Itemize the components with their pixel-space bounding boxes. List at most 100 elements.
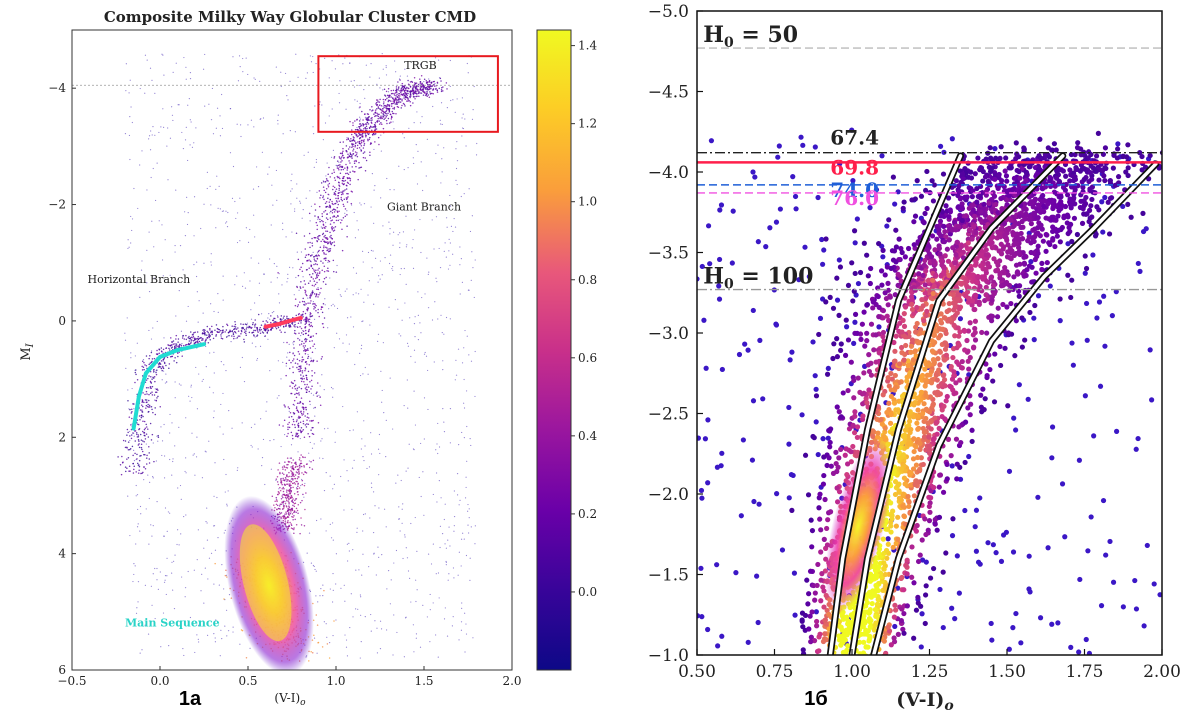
cmd-star bbox=[409, 93, 412, 96]
field-star bbox=[302, 276, 304, 278]
field-star bbox=[258, 282, 261, 284]
cmd-star bbox=[138, 459, 141, 462]
rgb-star bbox=[843, 317, 849, 323]
cmd-star bbox=[208, 336, 211, 339]
cmd-star bbox=[290, 475, 293, 478]
cmd-star bbox=[319, 271, 321, 273]
field-star bbox=[254, 78, 256, 80]
field-star bbox=[742, 341, 748, 347]
cmd-star bbox=[289, 512, 292, 515]
field-star bbox=[250, 444, 252, 447]
cmd-star bbox=[281, 483, 283, 486]
field-star bbox=[442, 369, 444, 371]
field-star bbox=[137, 207, 139, 210]
cmd-star bbox=[233, 325, 235, 328]
cmd-star bbox=[313, 343, 316, 345]
field-star bbox=[370, 249, 373, 252]
cmd-star bbox=[298, 312, 300, 315]
cmd-star bbox=[307, 370, 310, 373]
field-star bbox=[836, 257, 842, 263]
field-star bbox=[174, 445, 176, 447]
cmd-star bbox=[342, 193, 344, 195]
cmd-star bbox=[208, 333, 210, 335]
cmd-star bbox=[419, 78, 421, 80]
cmd-star bbox=[137, 438, 140, 441]
cmd-star bbox=[302, 411, 305, 413]
cmd-star bbox=[409, 104, 412, 107]
field-star bbox=[190, 384, 192, 386]
cmd-star bbox=[379, 98, 381, 101]
field-star bbox=[214, 637, 216, 639]
cmd-star bbox=[152, 377, 155, 379]
field-star bbox=[325, 221, 327, 224]
cmd-star bbox=[251, 323, 254, 326]
field-star bbox=[353, 459, 355, 461]
field-star bbox=[462, 113, 464, 115]
cmd-star bbox=[428, 96, 431, 98]
field-star bbox=[330, 537, 333, 539]
field-star bbox=[448, 573, 450, 575]
field-star bbox=[395, 71, 397, 73]
cmd-star bbox=[300, 322, 302, 324]
field-star bbox=[335, 164, 337, 167]
field-star bbox=[1135, 260, 1141, 267]
cmd-star bbox=[209, 327, 211, 330]
field-star bbox=[381, 401, 383, 403]
cmd-star bbox=[382, 116, 385, 118]
field-star bbox=[940, 624, 946, 631]
field-star bbox=[362, 513, 365, 516]
cmd-star bbox=[144, 427, 147, 429]
cmd-star bbox=[350, 133, 353, 136]
cmd-star bbox=[292, 482, 294, 485]
field-star bbox=[1027, 589, 1033, 595]
field-star bbox=[392, 265, 394, 268]
cmd-star bbox=[321, 227, 324, 229]
field-star bbox=[215, 227, 217, 229]
cmd-star bbox=[287, 406, 290, 408]
field-star bbox=[297, 76, 299, 78]
cmd-star bbox=[296, 465, 299, 468]
cmd-star bbox=[121, 455, 123, 458]
field-star bbox=[399, 75, 401, 77]
cmd-star bbox=[334, 202, 337, 205]
field-star bbox=[461, 127, 464, 129]
cmd-star bbox=[319, 218, 321, 221]
field-star bbox=[277, 360, 279, 362]
cmd-star bbox=[311, 652, 314, 654]
cmd-star bbox=[413, 83, 416, 86]
field-star bbox=[320, 588, 322, 590]
cmd-star bbox=[149, 362, 151, 364]
cmd-star bbox=[284, 502, 287, 505]
cmd-star bbox=[360, 141, 363, 144]
field-star bbox=[793, 206, 799, 212]
field-star bbox=[1031, 315, 1037, 321]
field-star bbox=[775, 154, 781, 160]
cmd-star bbox=[384, 117, 386, 119]
cmd-star bbox=[333, 171, 336, 173]
cmd-star bbox=[148, 375, 150, 377]
field-star bbox=[284, 433, 286, 436]
field-star bbox=[246, 322, 248, 324]
cmd-star bbox=[364, 157, 366, 159]
field-star bbox=[304, 302, 306, 304]
field-star bbox=[224, 222, 227, 224]
field-star bbox=[892, 201, 898, 207]
cmd-star bbox=[425, 87, 428, 89]
cmd-star bbox=[397, 106, 400, 108]
field-star bbox=[313, 637, 316, 639]
field-star bbox=[323, 389, 325, 391]
cmd-star bbox=[130, 434, 133, 436]
field-star bbox=[315, 62, 317, 65]
field-star bbox=[376, 83, 378, 85]
field-star bbox=[779, 547, 786, 553]
cmd-star bbox=[409, 86, 412, 88]
cmd-star bbox=[138, 440, 140, 442]
field-star bbox=[157, 440, 159, 442]
cmd-star bbox=[374, 127, 377, 129]
cmd-star bbox=[306, 419, 308, 421]
cmd-star bbox=[294, 483, 297, 485]
field-star bbox=[180, 384, 182, 386]
cmd-star bbox=[315, 332, 318, 335]
field-star bbox=[755, 239, 761, 245]
field-star bbox=[125, 90, 127, 92]
